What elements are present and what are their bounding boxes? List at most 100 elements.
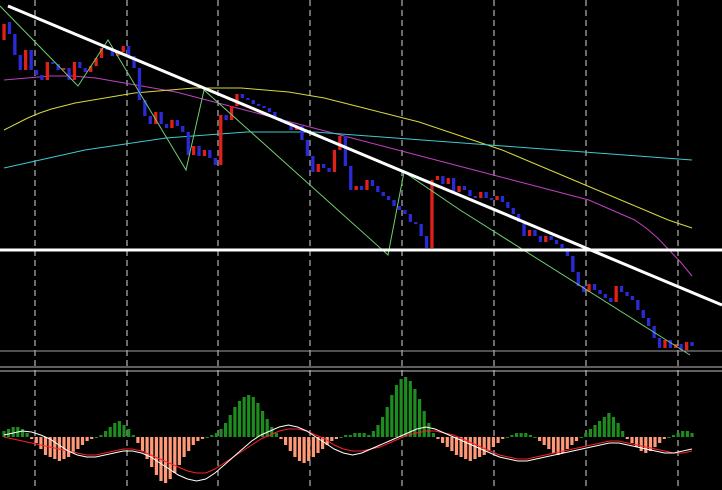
candle-body — [354, 186, 358, 190]
candle-body — [164, 124, 169, 128]
candle-body — [549, 236, 553, 240]
oscillator-bar — [473, 437, 477, 459]
candle-body — [192, 146, 196, 155]
oscillator-bar — [154, 437, 158, 475]
candle-body — [34, 70, 39, 75]
candle-body — [45, 62, 49, 80]
candle-body — [387, 196, 391, 200]
oscillator-bar — [321, 437, 325, 449]
oscillator-bar — [357, 433, 362, 437]
candle-body — [484, 192, 488, 198]
oscillator-bar — [80, 437, 85, 445]
candle-body — [598, 290, 602, 294]
oscillator-bar — [533, 437, 537, 438]
oscillator-bar — [173, 437, 177, 473]
candle-body — [311, 156, 315, 172]
oscillator-bar — [228, 415, 232, 437]
moving-average-line — [3, 75, 693, 277]
oscillator-bar — [556, 437, 560, 455]
candle-body — [403, 210, 407, 214]
oscillator-bar — [196, 437, 200, 441]
candle-body — [148, 116, 152, 124]
oscillator-bar — [108, 427, 112, 437]
candle-body — [359, 186, 364, 190]
oscillator-bar — [662, 437, 666, 439]
candle-body — [500, 196, 505, 202]
candle-body — [479, 192, 483, 198]
oscillator-bar — [404, 377, 408, 437]
candle-body — [229, 106, 234, 120]
oscillator-bar — [427, 423, 431, 437]
oscillator-bar — [219, 429, 223, 437]
oscillator-bar — [200, 437, 205, 439]
candle-body — [338, 136, 342, 150]
oscillator-bar — [482, 437, 486, 455]
oscillator-bar — [561, 437, 565, 453]
candle-body — [668, 340, 672, 348]
candle-body — [376, 186, 380, 192]
moving-averages — [3, 75, 693, 277]
candle-body — [24, 50, 28, 70]
oscillator-bar — [316, 437, 320, 453]
oscillator-bar — [639, 437, 643, 451]
candle-body — [462, 186, 467, 190]
candle-body — [419, 224, 423, 236]
oscillator-bar — [25, 433, 29, 437]
candle-body — [468, 190, 472, 196]
oscillator-bar — [593, 425, 597, 437]
trendlines[interactable] — [0, 4, 722, 352]
panel-separator — [0, 366, 722, 372]
candle-body — [137, 68, 142, 100]
candle-body — [592, 284, 597, 290]
candle-body — [197, 146, 201, 156]
oscillator-bar — [247, 395, 251, 437]
candle-body — [381, 192, 385, 196]
candle-body — [527, 230, 532, 236]
candle-body — [414, 222, 418, 224]
candle-body — [636, 300, 640, 310]
oscillator-bar — [450, 437, 454, 451]
oscillator-bar — [122, 425, 126, 437]
candle-body — [630, 296, 635, 300]
oscillator-bar — [20, 429, 25, 437]
oscillator-bar — [602, 417, 606, 437]
candle-body — [435, 176, 440, 180]
oscillator-bar — [67, 437, 71, 457]
oscillator-bar — [339, 437, 343, 438]
candle-body — [300, 126, 304, 140]
candle-body — [127, 46, 131, 56]
oscillator-bar — [168, 437, 172, 479]
candle-body — [685, 342, 689, 350]
oscillator-bar — [362, 433, 366, 437]
candle-body — [257, 104, 261, 106]
oscillator-bar — [261, 411, 265, 437]
oscillator-bar — [117, 421, 121, 437]
oscillator-bar — [653, 437, 657, 447]
oscillator-bar — [501, 437, 505, 439]
candle-body — [170, 120, 174, 128]
oscillator-bar — [514, 433, 519, 437]
candle-body — [565, 248, 570, 256]
candle-body — [452, 178, 456, 192]
candle-body — [94, 58, 98, 66]
candle-body — [2, 24, 6, 40]
oscillator-bar — [644, 437, 648, 453]
oscillator-bar — [422, 411, 426, 437]
candle-body — [116, 52, 120, 56]
oscillator-bar — [505, 437, 509, 438]
oscillator-bar — [288, 437, 292, 451]
oscillator-bar — [681, 431, 685, 437]
candle-body — [657, 338, 662, 348]
moving-average-line — [3, 87, 693, 229]
oscillator-bar — [30, 437, 34, 439]
candle-body — [240, 94, 244, 98]
trendline[interactable] — [7, 4, 722, 307]
oscillator-bar — [113, 423, 117, 437]
candle-body — [51, 62, 55, 64]
oscillator-bar — [413, 389, 417, 437]
candle-body — [40, 75, 44, 80]
candle-body — [690, 342, 694, 346]
candle-body — [679, 344, 683, 350]
oscillator-bar — [367, 435, 371, 437]
